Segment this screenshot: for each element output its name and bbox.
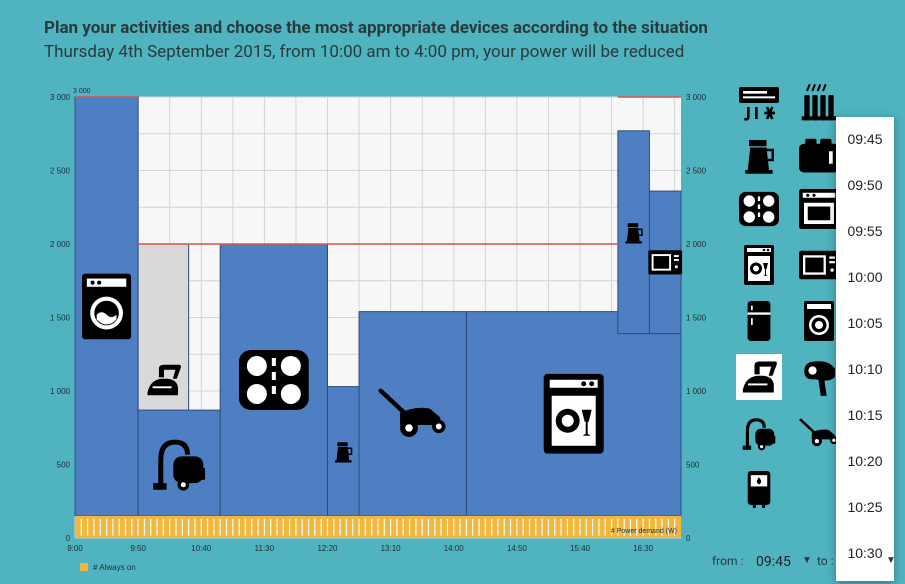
palette-lawn-mower-button[interactable] <box>796 410 842 456</box>
to-label: to : <box>817 554 834 568</box>
x-tick-label: 14:50 <box>507 544 528 553</box>
page-subtitle: Thursday 4th September 2015, from 10:00 … <box>44 42 685 62</box>
time-option[interactable]: 10:25 <box>847 499 883 515</box>
iron-icon <box>742 361 777 393</box>
palette-dryer-button[interactable] <box>796 298 842 344</box>
palette-air-conditioner-button[interactable] <box>736 80 782 126</box>
washing-machine-icon <box>81 273 132 340</box>
time-option[interactable]: 09:55 <box>847 223 883 239</box>
microwave-icon <box>648 250 683 275</box>
iron-icon <box>147 364 181 396</box>
toaster-icon <box>799 138 839 173</box>
palette-vacuum-cleaner-button[interactable] <box>736 410 782 456</box>
dishwasher-icon <box>744 245 774 285</box>
palette-microwave-button[interactable] <box>796 242 842 288</box>
palette-kettle-button[interactable] <box>736 132 782 178</box>
to-dropdown-arrow-icon[interactable]: ▼ <box>886 555 896 566</box>
lawn-mower-icon <box>799 418 838 447</box>
x-tick-label: 12:20 <box>317 544 338 553</box>
time-option[interactable]: 10:05 <box>847 315 883 331</box>
y-tick-label-right: 0 <box>686 534 691 543</box>
time-dropdown-list: 09:45 09:50 09:55 10:00 10:05 10:10 10:15 10:20… <box>836 117 894 581</box>
vacuum-cleaner-icon <box>742 418 776 451</box>
kettle-icon <box>335 442 353 463</box>
x-tick-label: 14:00 <box>444 544 465 553</box>
heater-icon <box>801 83 837 121</box>
y-tick-label-right: 1 000 <box>686 387 707 396</box>
x-tick-label: 9:00 <box>67 544 83 553</box>
time-option[interactable]: 10:20 <box>847 453 883 469</box>
power-chart: 0 0 500 500 1 000 1 000 1 500 1 500 2 000 2 000 2 … <box>50 88 707 572</box>
y-tick-label-left: 2 500 <box>50 167 71 176</box>
kettle-icon <box>745 140 774 174</box>
always-on-ticks <box>80 518 676 536</box>
dishwasher-icon <box>543 373 604 454</box>
time-option[interactable]: 10:00 <box>847 269 883 285</box>
palette-oven-button[interactable] <box>796 186 842 232</box>
power-limit-label: 3 000 <box>73 88 91 95</box>
x-tick-label: 13:10 <box>381 544 402 553</box>
y-tick-label-right: 3 000 <box>686 93 707 102</box>
page-title: Plan your activities and choose the most… <box>44 18 708 38</box>
y-tick-label-left: 1 500 <box>50 314 71 323</box>
time-option[interactable]: 10:10 <box>847 361 883 377</box>
fridge-icon <box>747 301 771 341</box>
microwave-icon <box>799 250 839 280</box>
y-tick-label-right: 500 <box>686 461 700 470</box>
vacuum-cleaner-icon <box>153 439 206 491</box>
time-option[interactable]: 10:15 <box>847 407 883 423</box>
x-tick-label: 16:30 <box>633 544 654 553</box>
from-time-select[interactable]: 09:45 <box>756 554 791 570</box>
x-tick-label: 15:40 <box>570 544 591 553</box>
palette-hair-dryer-button[interactable] <box>796 354 842 400</box>
oven-icon <box>799 189 839 229</box>
always-on-legend-label: # Always on <box>93 563 136 572</box>
palette-toaster-button[interactable] <box>796 132 842 178</box>
from-label: from : <box>712 554 744 568</box>
power-demand-legend: # Power demand (W) <box>611 528 677 535</box>
air-conditioner-icon <box>739 87 779 121</box>
x-tick-label: 10:40 <box>191 544 212 553</box>
palette-heater-button[interactable] <box>796 80 842 126</box>
time-option[interactable]: 09:50 <box>847 177 883 193</box>
palette-dishwasher-button[interactable] <box>736 242 782 288</box>
y-tick-label-left: 1 000 <box>50 387 71 396</box>
y-tick-label-left: 500 <box>57 461 71 470</box>
bar-vacuum-cleaner[interactable] <box>137 409 221 517</box>
y-tick-label-right: 1 500 <box>686 314 707 323</box>
from-dropdown-arrow-icon[interactable]: ▼ <box>802 555 812 566</box>
palette-water-heater-button[interactable] <box>736 466 782 512</box>
cooktop-icon <box>739 191 779 227</box>
kettle-icon <box>625 223 643 244</box>
palette-fridge-button[interactable] <box>736 298 782 344</box>
y-tick-label-left: 2 000 <box>50 240 71 249</box>
cooktop-icon <box>238 349 309 410</box>
y-tick-label-left: 3 000 <box>50 93 71 102</box>
x-tick-label: 9:50 <box>130 544 146 553</box>
y-tick-label-right: 2 500 <box>686 167 707 176</box>
x-tick-label: 11:30 <box>255 544 275 553</box>
always-on-legend-swatch <box>80 563 88 571</box>
y-tick-label-left: 0 <box>66 534 71 543</box>
time-option[interactable]: 09:45 <box>847 131 883 147</box>
hair-dryer-icon <box>804 361 835 396</box>
lawn-mower-icon <box>378 388 446 437</box>
water-heater-icon <box>747 471 771 508</box>
y-tick-label-right: 2 000 <box>686 240 707 249</box>
time-option[interactable]: 10:30 <box>847 545 883 561</box>
palette-cooktop-button[interactable] <box>736 186 782 232</box>
dryer-icon <box>804 301 834 341</box>
palette-iron-button[interactable] <box>736 354 782 400</box>
